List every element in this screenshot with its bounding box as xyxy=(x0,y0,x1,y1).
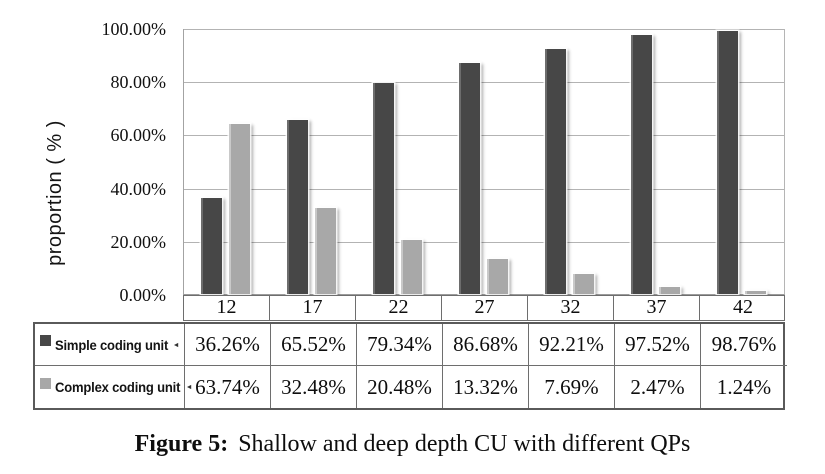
qp-label-cell: 42 xyxy=(733,296,753,318)
bar-group-qp-22 xyxy=(356,29,442,294)
bar-simple-qp-37 xyxy=(631,34,652,294)
bar-simple-qp-17 xyxy=(287,119,308,294)
qp-label-cell: 32 xyxy=(528,296,614,320)
bar-complex-qp-37 xyxy=(659,287,680,294)
bar-simple-qp-32 xyxy=(545,48,566,294)
bar-complex-qp-22 xyxy=(401,239,422,294)
bar-complex-qp-42 xyxy=(745,290,766,294)
bar-group-qp-27 xyxy=(442,29,528,294)
bar-simple-qp-22 xyxy=(373,82,394,294)
bar-complex-qp-12 xyxy=(229,124,250,294)
gridline xyxy=(184,188,784,190)
gridline xyxy=(184,135,784,137)
legend-cell-simple: Simple coding unit ◄ xyxy=(35,324,185,366)
legend-series-name: Simple coding unit xyxy=(55,336,169,353)
value-cell: 63.74% xyxy=(185,366,271,408)
value-cell: 36.26% xyxy=(185,324,271,366)
caption-text: Shallow and deep depth CU with different… xyxy=(238,431,691,457)
plot-area xyxy=(183,29,785,295)
y-tick-label: 60.00% xyxy=(110,125,167,146)
y-tick-label: 80.00% xyxy=(110,72,167,93)
value-cell: 86.68% xyxy=(443,324,529,366)
bar-complex-qp-27 xyxy=(487,258,508,294)
legend-series-name: Complex coding unit xyxy=(55,379,181,395)
value-cell: 92.21% xyxy=(529,324,615,366)
bar-simple-qp-27 xyxy=(459,63,480,294)
gridline xyxy=(184,241,784,243)
bar-group-qp-37 xyxy=(614,29,700,294)
bar-group-qp-12 xyxy=(184,29,270,294)
bar-simple-qp-42 xyxy=(717,31,738,294)
bar-complex-qp-32 xyxy=(573,273,594,294)
y-tick-label: 0.00% xyxy=(119,285,167,305)
value-cell: 32.48% xyxy=(271,366,357,408)
gridline xyxy=(184,82,784,84)
value-cell: 1.24% xyxy=(716,374,772,399)
bar-group-qp-42 xyxy=(700,29,786,294)
gridline xyxy=(184,29,784,30)
bar-group-qp-32 xyxy=(528,29,614,294)
value-cell: 65.52% xyxy=(271,324,357,366)
qp-label-cell: 22 xyxy=(356,296,442,320)
bar-group-qp-17 xyxy=(270,29,356,294)
bar-complex-qp-17 xyxy=(315,207,336,294)
simple-series-swatch-icon xyxy=(40,335,51,346)
value-cell: 79.34% xyxy=(357,324,443,366)
qp-label-cell: 17 xyxy=(270,296,356,320)
figure-caption: Figure 5: Shallow and deep depth CU with … xyxy=(0,431,825,458)
qp-label-cell: 12 xyxy=(184,296,270,320)
legend-trailing-mark: ◄ xyxy=(172,340,180,349)
value-cell: 13.32% xyxy=(443,366,529,408)
qp-label-cell: 37 xyxy=(614,296,700,320)
bar-simple-qp-12 xyxy=(201,197,222,294)
legend-trailing-mark: ◄ xyxy=(185,383,193,391)
y-tick-label: 20.00% xyxy=(110,231,167,252)
value-cell: 2.47% xyxy=(615,366,701,408)
complex-series-swatch-icon xyxy=(40,377,51,389)
y-tick-label: 100.00% xyxy=(101,19,167,39)
value-cell: 97.52% xyxy=(615,324,701,366)
caption-label: Figure 5: xyxy=(134,431,229,457)
y-tick-label: 40.00% xyxy=(110,178,167,199)
value-cell: 7.69% xyxy=(529,366,615,408)
legend-cell-complex: Complex coding unit ◄ xyxy=(35,366,193,408)
value-cell: 20.48% xyxy=(357,366,443,408)
data-table-legend: Simple coding unit ◄ 36.26% 65.52% 79.34% 86.… xyxy=(33,322,787,410)
qp-label-cell: 27 xyxy=(442,296,528,320)
value-cell: 98.76% xyxy=(701,324,787,366)
x-axis-category-row: 12 17 22 27 32 37 42 xyxy=(183,295,785,321)
